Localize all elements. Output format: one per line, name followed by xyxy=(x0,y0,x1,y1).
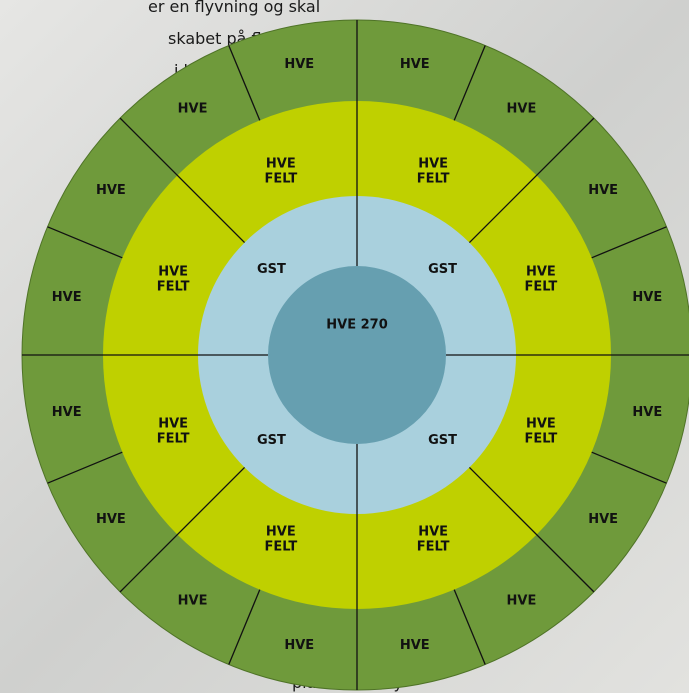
center-label: HVE 270 xyxy=(326,318,387,333)
outer-label: HVE xyxy=(400,638,430,653)
outer-label: HVE xyxy=(52,290,82,305)
outer-label: HVE xyxy=(507,101,537,116)
inner-label: GST xyxy=(257,433,286,448)
middle-label-line: HVE xyxy=(526,264,556,279)
center-circle xyxy=(268,266,446,444)
middle-label-line: HVE xyxy=(158,264,188,279)
middle-label-line: FELT xyxy=(417,539,450,554)
ring-diagram: er en flyvning og skalskabet på flyve-i … xyxy=(0,0,689,693)
middle-label-line: HVE xyxy=(418,156,448,171)
outer-label: HVE xyxy=(400,57,430,72)
outer-label: HVE xyxy=(284,57,314,72)
inner-label: GST xyxy=(257,262,286,277)
middle-label-line: FELT xyxy=(157,431,190,446)
outer-label: HVE xyxy=(52,405,82,420)
outer-label: HVE xyxy=(588,183,618,198)
outer-label: HVE xyxy=(178,101,208,116)
middle-label-line: HVE xyxy=(158,416,188,431)
outer-label: HVE xyxy=(96,512,126,527)
middle-label-line: HVE xyxy=(418,524,448,539)
middle-label-line: HVE xyxy=(266,524,296,539)
middle-label-line: FELT xyxy=(524,431,557,446)
outer-label: HVE xyxy=(178,594,208,609)
middle-label-line: HVE xyxy=(526,416,556,431)
middle-label-line: FELT xyxy=(524,279,557,294)
outer-label: HVE xyxy=(588,512,618,527)
outer-label: HVE xyxy=(96,183,126,198)
inner-label: GST xyxy=(428,262,457,277)
outer-label: HVE xyxy=(632,405,662,420)
background-text: er en flyvning og skal xyxy=(148,0,320,16)
middle-label-line: FELT xyxy=(157,279,190,294)
outer-label: HVE xyxy=(284,638,314,653)
middle-label-line: FELT xyxy=(264,171,297,186)
inner-label: GST xyxy=(428,433,457,448)
middle-label-line: HVE xyxy=(266,156,296,171)
middle-label-line: FELT xyxy=(264,539,297,554)
middle-label-line: FELT xyxy=(417,171,450,186)
outer-label: HVE xyxy=(632,290,662,305)
outer-label: HVE xyxy=(507,594,537,609)
